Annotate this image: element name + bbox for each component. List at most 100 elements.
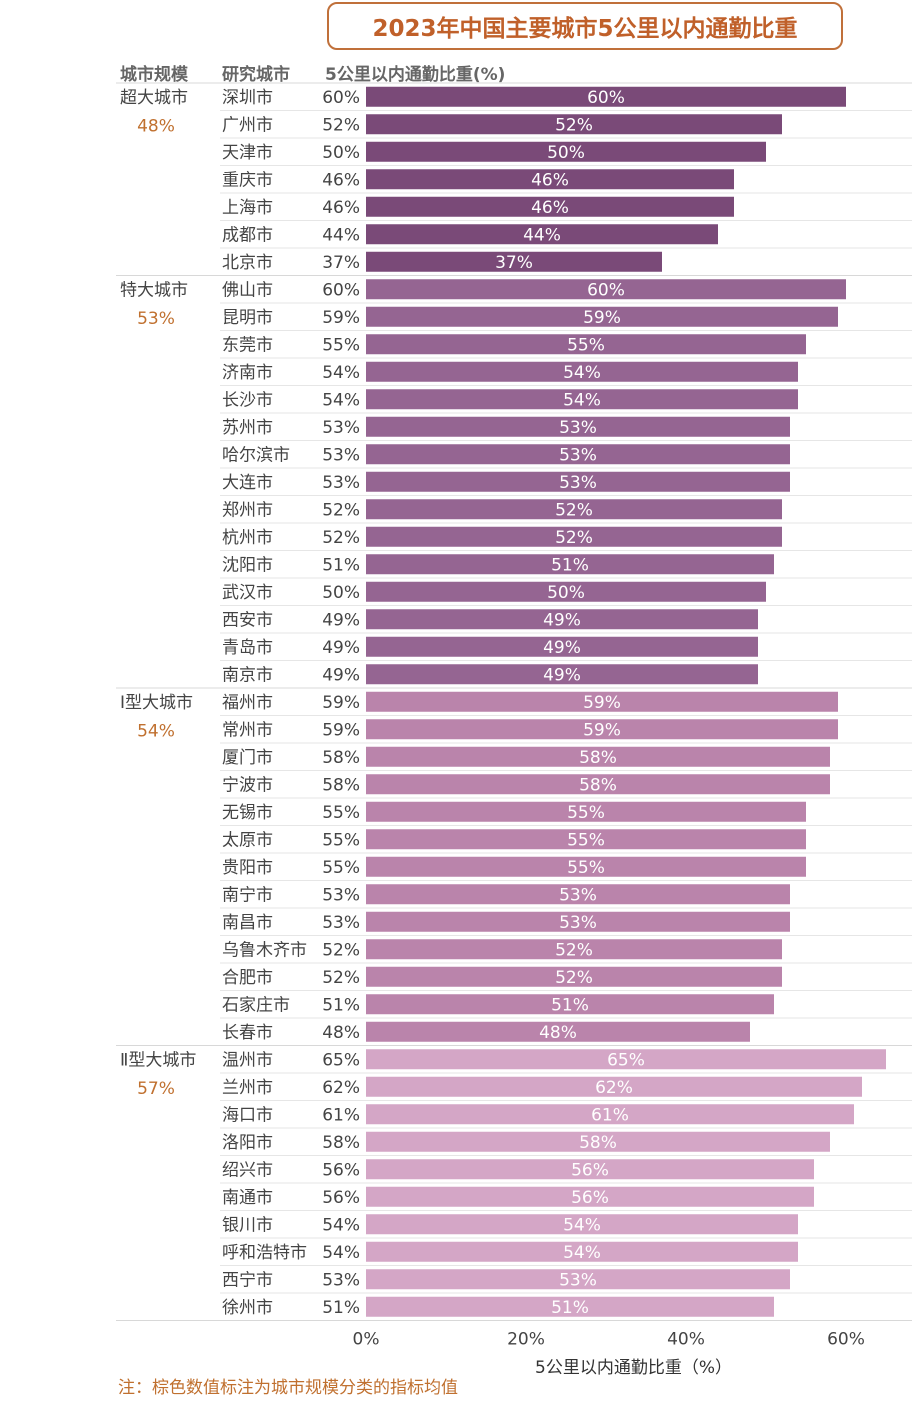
chart-title: 2023年中国主要城市5公里以内通勤比重 [327,2,843,50]
bar-data-label: 48% [539,1023,577,1043]
group-mean: 54% [137,721,175,741]
city-name: 青岛市 [222,638,273,658]
bar-data-label: 51% [551,555,589,575]
city-name: 昆明市 [222,308,273,328]
city-name: 合肥市 [222,968,273,988]
header-city-scale: 城市规模 [120,65,188,85]
bar-data-label: 54% [563,1243,601,1263]
value-label: 55% [322,335,360,355]
city-name: 呼和浩特市 [222,1243,307,1263]
bar-data-label: 37% [495,253,533,273]
city-name: 成都市 [222,225,273,245]
city-name: 福州市 [222,693,273,713]
bar-data-label: 51% [551,995,589,1015]
bar [366,691,838,712]
bar-data-label: 52% [555,115,593,135]
city-name: 武汉市 [222,583,273,603]
city-name: 深圳市 [222,88,273,108]
x-tick-label: 20% [507,1330,545,1350]
bar-data-label: 44% [523,225,561,245]
value-label: 53% [322,473,360,493]
value-label: 61% [322,1105,360,1125]
bar [366,1159,814,1180]
value-label: 58% [322,775,360,795]
bar [366,389,798,410]
value-label: 60% [322,88,360,108]
value-label: 49% [322,638,360,658]
bar-data-label: 54% [563,390,601,410]
bar [366,279,846,300]
city-name: 石家庄市 [222,995,290,1015]
value-label: 53% [322,913,360,933]
value-label: 55% [322,858,360,878]
bar [366,1269,790,1290]
x-tick-label: 0% [353,1330,380,1350]
bar [366,141,766,162]
value-label: 56% [322,1188,360,1208]
bar-data-label: 53% [559,1270,597,1290]
bar-data-label: 46% [531,198,569,218]
bar-data-label: 58% [579,775,617,795]
bar-data-label: 49% [543,638,581,658]
bar [366,169,734,190]
bar-data-label: 59% [583,308,621,328]
city-name: 济南市 [222,363,273,383]
bar [366,856,806,877]
city-name: 徐州市 [222,1298,273,1318]
bar-data-label: 56% [571,1160,609,1180]
bar-data-label: 59% [583,693,621,713]
bar [366,1186,814,1207]
bar [366,636,758,657]
city-name: 南昌市 [222,913,273,933]
bar [366,1241,798,1262]
bar-data-label: 54% [563,363,601,383]
group-mean: 48% [137,116,175,136]
bar-data-label: 46% [531,170,569,190]
city-name: 南通市 [222,1188,273,1208]
value-label: 54% [322,363,360,383]
value-label: 58% [322,748,360,768]
bar-data-label: 65% [607,1050,645,1070]
city-name: 宁波市 [222,775,273,795]
group-mean: 57% [137,1079,175,1099]
bar [366,196,734,217]
bar-data-label: 55% [567,858,605,878]
city-name: 东莞市 [222,335,273,355]
bar [366,471,790,492]
bar [366,829,806,850]
x-tick-label: 60% [827,1330,865,1350]
value-label: 48% [322,1023,360,1043]
value-label: 46% [322,170,360,190]
value-label: 53% [322,885,360,905]
bar [366,334,806,355]
bar-data-label: 49% [543,610,581,630]
bar [366,1104,854,1125]
city-name: 银川市 [222,1215,273,1235]
bar-data-label: 58% [579,748,617,768]
bar [366,664,758,685]
value-label: 54% [322,1215,360,1235]
value-label: 54% [322,1243,360,1263]
bar-data-label: 56% [571,1188,609,1208]
bar [366,1214,798,1235]
city-name: 大连市 [222,473,273,493]
bar-data-label: 52% [555,968,593,988]
bar-data-label: 52% [555,940,593,960]
bar-data-label: 55% [567,803,605,823]
value-label: 52% [322,115,360,135]
city-name: 西安市 [222,610,273,630]
city-name: 乌鲁木齐市 [222,940,307,960]
bar [366,719,838,740]
bar-data-label: 54% [563,1215,601,1235]
bar [366,554,774,575]
bar [366,251,662,272]
x-tick-label: 40% [667,1330,705,1350]
value-label: 51% [322,555,360,575]
value-label: 53% [322,418,360,438]
bar [366,306,838,327]
header-value: 5公里以内通勤比重(%) [325,65,506,85]
bar [366,911,790,932]
city-name: 绍兴市 [222,1160,273,1180]
value-label: 52% [322,940,360,960]
bar-data-label: 55% [567,335,605,355]
